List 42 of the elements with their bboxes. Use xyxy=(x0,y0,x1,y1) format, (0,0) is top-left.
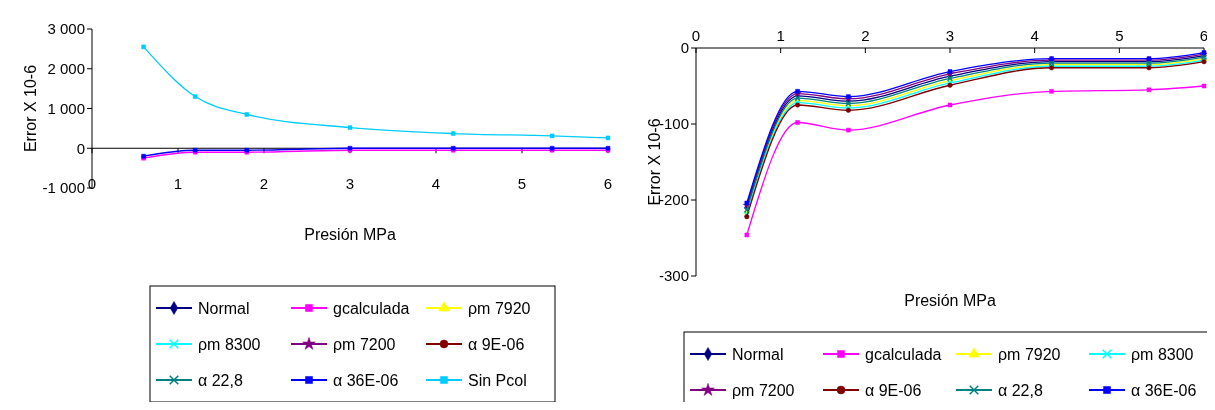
y-tick-label: 1 000 xyxy=(47,99,85,117)
x-axis-title: Presión MPa xyxy=(304,226,396,243)
y-tick-label: -300 xyxy=(658,267,689,285)
y-tick-label: 0 xyxy=(76,139,85,157)
legend-label: ρm 8300 xyxy=(1131,345,1194,363)
x-tick-label: 4 xyxy=(431,175,441,193)
legend-label: α 22,8 xyxy=(198,371,243,389)
x-tick-label: 6 xyxy=(1199,27,1209,45)
legend-label: Normal xyxy=(198,299,250,317)
x-tick-label: 5 xyxy=(1115,27,1124,45)
legend-label: gcalculada xyxy=(333,299,410,317)
x-tick-label: 2 xyxy=(861,27,870,45)
legend-label: α 22,8 xyxy=(998,381,1043,399)
legend-label: α 9E-06 xyxy=(865,381,922,399)
legend-label: ρm 7920 xyxy=(468,299,531,317)
y-axis-title: Error X 10-6 xyxy=(22,64,39,153)
x-tick-label: 1 xyxy=(173,175,183,193)
legend-label: ρm 7200 xyxy=(732,381,795,399)
legend-label: ρm 7920 xyxy=(998,345,1061,363)
x-axis-title: Presión MPa xyxy=(904,292,996,309)
y-tick-label: -100 xyxy=(658,115,689,133)
y-tick-label: 2 000 xyxy=(47,60,85,77)
x-tick-label: 5 xyxy=(517,175,527,193)
legend-label: α 36E-06 xyxy=(1131,381,1197,399)
x-tick-label: 1 xyxy=(776,27,785,45)
legend-label: α 36E-06 xyxy=(333,371,399,389)
legend-label: Sin Pcol xyxy=(468,371,527,389)
x-tick-label: 0 xyxy=(87,175,97,193)
y-tick-label: 3 000 xyxy=(47,20,85,38)
x-tick-label: 2 xyxy=(259,175,269,193)
legend-label: ρm 8300 xyxy=(198,335,261,353)
x-tick-label: 0 xyxy=(691,27,701,45)
x-tick-label: 6 xyxy=(603,175,613,193)
legend-label: gcalculada xyxy=(865,345,942,363)
y-tick-label: 0 xyxy=(680,39,689,57)
legend-label: ρm 7200 xyxy=(333,335,396,353)
legend-label: α 9E-06 xyxy=(468,335,525,353)
y-tick-label: -1 000 xyxy=(42,179,85,197)
x-tick-label: 4 xyxy=(1030,27,1039,45)
x-tick-label: 3 xyxy=(945,27,955,45)
x-tick-label: 3 xyxy=(345,175,355,193)
legend-label: Normal xyxy=(732,345,784,363)
